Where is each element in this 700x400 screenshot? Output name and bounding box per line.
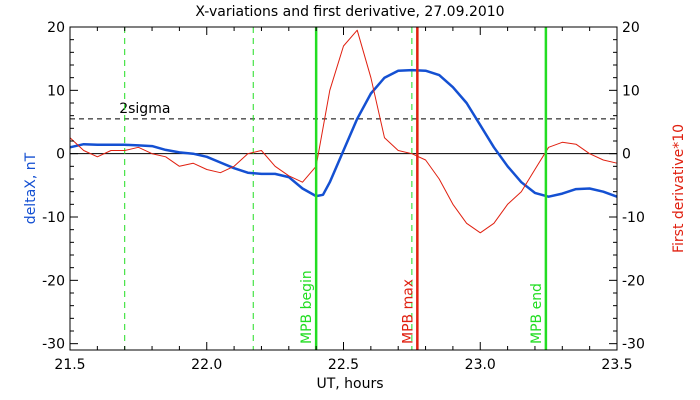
x-tick-label: 23.0	[465, 357, 496, 373]
y-tick-label-right: -10	[622, 210, 645, 226]
y-axis-label-left: deltaX, nT	[23, 152, 39, 224]
sigma-label: 2sigma	[119, 101, 170, 117]
marker-label: MPB max	[400, 279, 416, 344]
y-tick-label-right: -30	[622, 337, 645, 353]
plot-area: 2sigma MPB begin MPB max MPB end 21.5 22.0 22.…	[42, 20, 645, 373]
marker-label: MPB end	[529, 283, 545, 344]
y-tick-label-right: 20	[622, 20, 640, 36]
x-axis-label: UT, hours	[316, 376, 383, 392]
y-tick-label-left: -10	[42, 210, 65, 226]
y-tick-label-left: 10	[47, 83, 65, 99]
x-tick-label: 23.5	[601, 357, 632, 373]
y-tick-label-right: 10	[622, 83, 640, 99]
y-axis-label-right: First derivative*10	[671, 124, 687, 253]
y-tick-label-right: 0	[622, 147, 631, 163]
y-tick-label-left: -20	[42, 273, 65, 289]
x-tick-label: 22.0	[191, 357, 222, 373]
derivative-series-line	[69, 29, 618, 234]
y-tick-label-right: -20	[622, 273, 645, 289]
x-tick-label: 22.5	[328, 357, 359, 373]
x-tick-label: 21.5	[54, 357, 85, 373]
y-tick-label-left: 0	[56, 147, 65, 163]
y-tick-label-left: -30	[42, 337, 65, 353]
deltaX-series-line	[69, 68, 618, 198]
y-tick-label-left: 20	[47, 20, 65, 36]
chart-title: X-variations and first derivative, 27.09…	[195, 4, 504, 20]
marker-label: MPB begin	[299, 270, 315, 344]
